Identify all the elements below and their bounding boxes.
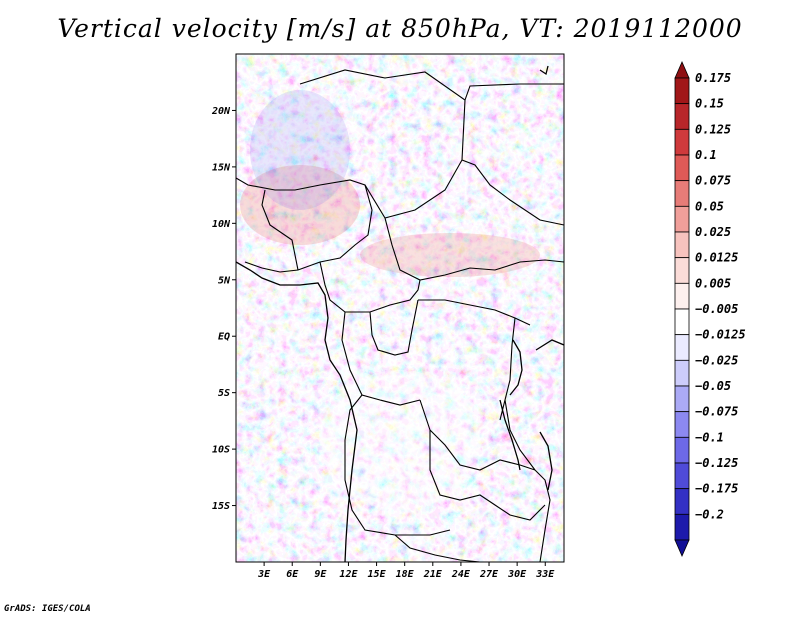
colorbar-label: 0.005 [695, 276, 731, 290]
lon-tick-label: 3E [257, 569, 271, 580]
colorbar-swatch [674, 257, 690, 284]
lat-tick-label: 15N [212, 162, 231, 173]
colorbar-swatch [674, 282, 690, 310]
lon-tick-label: 9E [314, 569, 327, 580]
page-title: Vertical velocity [m/s] at 850hPa, VT: 2… [57, 14, 743, 43]
colorbar-label: 0.025 [695, 225, 731, 239]
lat-tick-label: 5N [218, 275, 231, 286]
colorbar-label: −0.005 [695, 302, 738, 316]
colorbar-label: 0.175 [695, 71, 731, 85]
colorbar-swatch [674, 77, 690, 105]
colorbar-label: 0.125 [695, 122, 731, 136]
country-borders [236, 69, 564, 562]
lat-tick-label: 5S [218, 388, 230, 399]
colorbar-label: −0.125 [695, 456, 738, 470]
colorbar-swatch [674, 436, 690, 464]
colorbar-label: −0.0125 [695, 328, 746, 342]
colorbar-swatch [674, 488, 690, 515]
colorbar-swatch [674, 231, 690, 259]
lon-tick-label: 24E [451, 569, 471, 580]
colorbar-label: −0.05 [695, 379, 731, 393]
coastlines [236, 65, 564, 562]
colorbar-swatch [674, 385, 690, 413]
colorbar-bottom-cap [674, 539, 690, 557]
colorbar-label: 0.15 [695, 97, 724, 111]
colorbar-swatch [674, 462, 690, 490]
colorbar-label: 0.0125 [695, 251, 738, 265]
colorbar-label: −0.175 [695, 482, 738, 496]
lon-tick-label: 30E [507, 569, 527, 580]
lat-tick-label: 10S [212, 445, 230, 456]
plot-frame [235, 53, 565, 563]
colorbar-swatch [674, 154, 690, 182]
colorbar-swatch [674, 359, 690, 387]
lat-tick-label: 20N [211, 106, 231, 117]
colorbar-label: 0.075 [695, 174, 731, 188]
lon-tick-label: 33E [535, 569, 555, 580]
colorbar: 0.175 0.15 0.125 0.1 0.075 0.05 0.025 0.0125 0.0… [674, 61, 746, 557]
colorbar-swatch [674, 128, 690, 156]
lon-tick-label: 27E [479, 569, 499, 580]
colorbar-swatch [674, 205, 690, 233]
longitude-axis: 3E 6E 9E 12E 15E 18E 21E 24E 27E 30E 33E [257, 562, 555, 580]
lon-tick-label: 21E [423, 569, 443, 580]
colorbar-label: 0.05 [695, 199, 724, 213]
colorbar-label: −0.2 [695, 507, 724, 521]
colorbar-label: −0.1 [695, 430, 724, 444]
lon-tick-label: 12E [339, 569, 358, 580]
colorbar-label: 0.1 [695, 148, 717, 162]
grads-credit: GrADS: IGES/COLA [4, 604, 91, 614]
latitude-axis: 20N 15N 10N 5N EQ 5S 10S 15S [211, 106, 236, 512]
colorbar-swatch [674, 180, 690, 207]
lat-tick-label: 10N [212, 219, 231, 230]
colorbar-swatch [674, 513, 690, 541]
lon-tick-label: 18E [396, 569, 415, 580]
lat-tick-label: EQ [218, 332, 230, 343]
colorbar-swatch [674, 334, 690, 361]
colorbar-swatch [674, 103, 690, 130]
map-figure: 20N 15N 10N 5N EQ 5S 10S 15S 3E 6E 9E 12E 15E 18E 21E… [211, 53, 746, 580]
lon-tick-label: 15E [368, 569, 387, 580]
colorbar-swatch [674, 411, 690, 438]
lat-tick-label: 15S [212, 501, 230, 512]
lon-tick-label: 6E [286, 569, 299, 580]
colorbar-swatch [674, 308, 690, 336]
velocity-field [236, 54, 564, 562]
colorbar-top-cap [674, 61, 690, 79]
colorbar-label: −0.025 [695, 353, 738, 367]
colorbar-label: −0.075 [695, 405, 738, 419]
